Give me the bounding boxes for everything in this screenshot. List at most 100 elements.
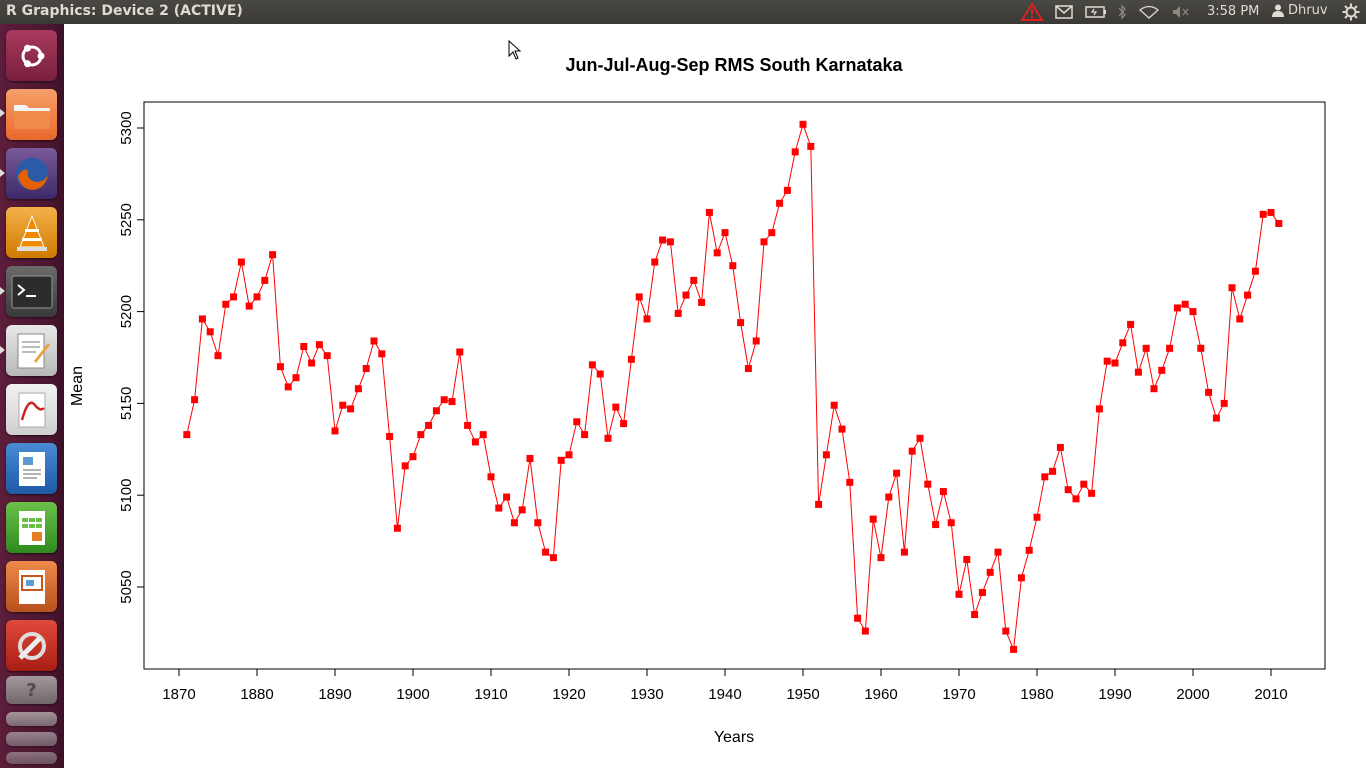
firefox-button[interactable] <box>6 148 57 199</box>
x-tick-label: 1970 <box>942 686 975 703</box>
data-point <box>464 421 472 429</box>
data-point <box>269 251 277 259</box>
workspace-switcher-button[interactable] <box>6 712 57 726</box>
bluetooth-icon[interactable] <box>1112 0 1132 24</box>
data-point <box>393 524 401 532</box>
x-tick-label: 1930 <box>630 686 663 703</box>
data-point <box>1205 388 1213 396</box>
data-point <box>861 627 869 635</box>
data-point <box>292 374 300 382</box>
system-settings-button[interactable] <box>6 620 57 671</box>
terminal-button[interactable] <box>6 266 57 317</box>
data-point <box>869 515 877 523</box>
data-point <box>1236 315 1244 323</box>
files-button[interactable] <box>6 89 57 140</box>
data-point <box>222 300 230 308</box>
data-point <box>900 548 908 556</box>
data-point <box>542 548 550 556</box>
help-button[interactable]: ? <box>6 676 57 704</box>
running-indicator <box>0 109 5 117</box>
data-point <box>1049 467 1057 475</box>
data-point <box>206 328 214 336</box>
data-point <box>947 519 955 527</box>
data-point <box>744 365 752 373</box>
data-point <box>237 258 245 266</box>
x-tick-label: 1890 <box>318 686 351 703</box>
user-name: Dhruv <box>1288 3 1328 18</box>
data-point <box>986 568 994 576</box>
data-point <box>932 521 940 529</box>
data-point <box>284 383 292 391</box>
x-tick-label: 1940 <box>708 686 741 703</box>
data-point <box>659 236 667 244</box>
data-point <box>1228 284 1236 292</box>
chart-title: Jun-Jul-Aug-Sep RMS South Karnataka <box>565 55 903 75</box>
data-point <box>1275 219 1283 227</box>
data-point <box>752 337 760 345</box>
y-tick-label: 5250 <box>118 203 135 236</box>
launcher: ? <box>0 24 64 768</box>
y-tick-label: 5050 <box>118 570 135 603</box>
data-point <box>471 438 479 446</box>
x-tick-label: 1900 <box>396 686 429 703</box>
data-point <box>1150 385 1158 393</box>
data-point <box>510 519 518 527</box>
x-tick-label: 1920 <box>552 686 585 703</box>
data-point <box>425 421 433 429</box>
clock[interactable]: 3:58 PM <box>1207 4 1260 19</box>
data-point <box>253 293 261 301</box>
trash-button[interactable] <box>6 732 57 746</box>
data-point <box>1134 368 1142 376</box>
alert-icon[interactable] <box>1020 0 1044 24</box>
battery-icon[interactable] <box>1084 0 1108 24</box>
data-point <box>604 434 612 442</box>
volume-muted-icon[interactable] <box>1170 0 1192 24</box>
x-axis-label: Years <box>714 729 754 746</box>
data-point <box>939 488 947 496</box>
data-point <box>503 493 511 501</box>
data-point <box>191 396 199 404</box>
data-point <box>963 555 971 563</box>
user-icon <box>1272 4 1284 17</box>
data-point <box>1197 344 1205 352</box>
data-point <box>1095 405 1103 413</box>
data-point <box>737 319 745 327</box>
vlc-button[interactable] <box>6 207 57 258</box>
data-point <box>339 401 347 409</box>
user-menu[interactable]: Dhruv <box>1272 3 1328 18</box>
data-point <box>1033 513 1041 521</box>
wifi-icon[interactable] <box>1137 0 1161 24</box>
launcher-overflow[interactable] <box>6 752 57 764</box>
data-point <box>924 480 932 488</box>
mail-icon[interactable] <box>1052 0 1076 24</box>
settings-wrench-icon <box>17 631 46 660</box>
data-point <box>331 427 339 435</box>
data-point <box>214 352 222 360</box>
data-point <box>261 276 269 284</box>
dash-home-button[interactable] <box>6 30 57 81</box>
data-point <box>1212 414 1220 422</box>
data-point <box>698 298 706 306</box>
data-point <box>573 418 581 426</box>
mouse-pointer-icon <box>508 40 522 60</box>
x-tick-label: 1880 <box>240 686 273 703</box>
y-tick-label: 5150 <box>118 387 135 420</box>
document-viewer-button[interactable] <box>6 384 57 435</box>
data-point <box>549 554 557 562</box>
data-point <box>612 403 620 411</box>
data-point <box>978 589 986 597</box>
text-editor-button[interactable] <box>6 325 57 376</box>
y-tick-label: 5100 <box>118 479 135 512</box>
gear-icon[interactable] <box>1339 0 1363 24</box>
data-point <box>1181 300 1189 308</box>
data-point <box>807 142 815 150</box>
data-point <box>620 420 628 428</box>
data-point <box>354 385 362 393</box>
data-point <box>651 258 659 266</box>
calc-button[interactable] <box>6 502 57 553</box>
x-tick-label: 1950 <box>786 686 819 703</box>
writer-button[interactable] <box>6 443 57 494</box>
data-point <box>799 120 807 128</box>
impress-button[interactable] <box>6 561 57 612</box>
data-point <box>1119 339 1127 347</box>
